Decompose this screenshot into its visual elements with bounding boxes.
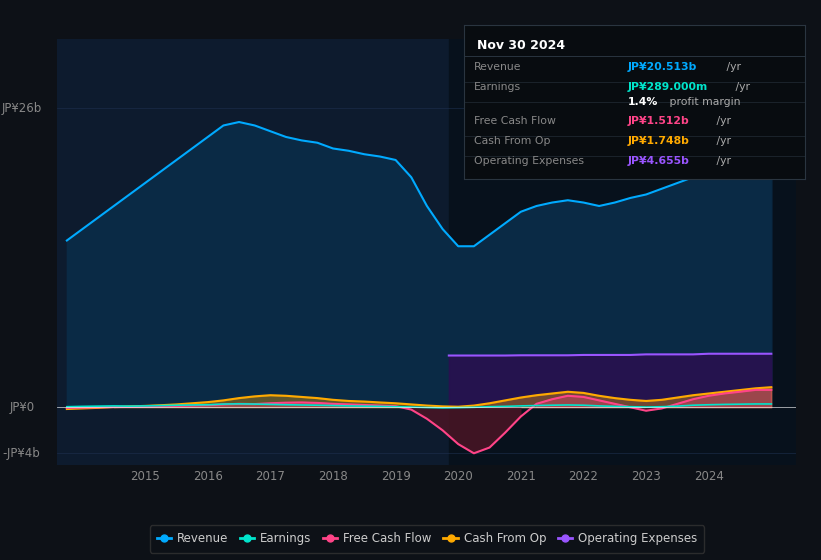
- Text: JP¥1.512b: JP¥1.512b: [627, 116, 689, 125]
- Text: JP¥1.748b: JP¥1.748b: [627, 136, 690, 146]
- Text: profit margin: profit margin: [666, 97, 740, 107]
- Text: Cash From Op: Cash From Op: [474, 136, 551, 146]
- Text: JP¥20.513b: JP¥20.513b: [627, 62, 697, 72]
- Text: JP¥0: JP¥0: [10, 401, 34, 414]
- Text: Revenue: Revenue: [474, 62, 521, 72]
- Text: /yr: /yr: [713, 116, 732, 125]
- Text: /yr: /yr: [713, 156, 732, 166]
- Text: /yr: /yr: [722, 62, 741, 72]
- Text: JP¥4.655b: JP¥4.655b: [627, 156, 690, 166]
- Text: /yr: /yr: [732, 82, 750, 92]
- Bar: [449, 39, 796, 465]
- Text: Operating Expenses: Operating Expenses: [474, 156, 584, 166]
- Legend: Revenue, Earnings, Free Cash Flow, Cash From Op, Operating Expenses: Revenue, Earnings, Free Cash Flow, Cash …: [149, 525, 704, 553]
- Text: JP¥26b: JP¥26b: [2, 102, 43, 115]
- Text: Nov 30 2024: Nov 30 2024: [478, 39, 566, 52]
- Text: Earnings: Earnings: [474, 82, 521, 92]
- Text: Free Cash Flow: Free Cash Flow: [474, 116, 556, 125]
- Text: 1.4%: 1.4%: [627, 97, 658, 107]
- Text: -JP¥4b: -JP¥4b: [2, 447, 39, 460]
- Text: /yr: /yr: [713, 136, 732, 146]
- Text: JP¥289.000m: JP¥289.000m: [627, 82, 708, 92]
